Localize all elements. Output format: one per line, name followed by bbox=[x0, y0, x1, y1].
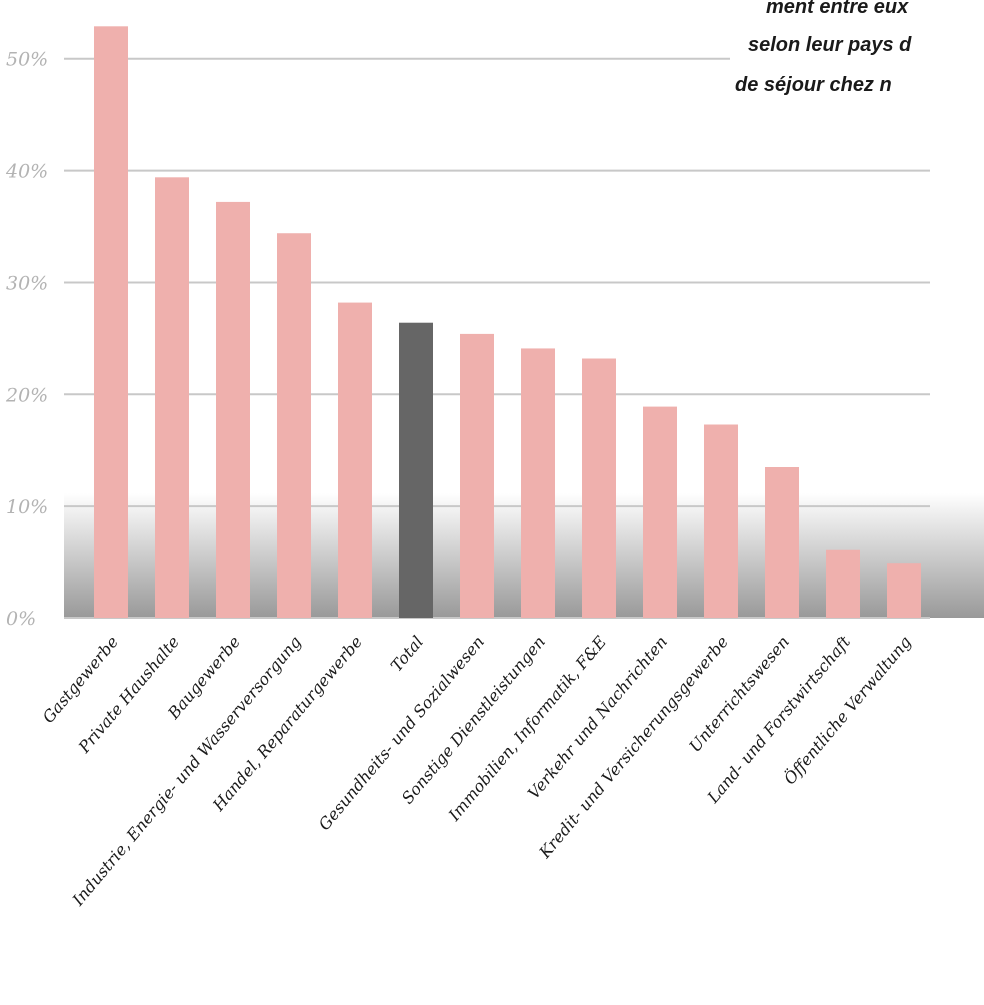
bar bbox=[765, 467, 799, 618]
x-tick-label: Private Haushalte bbox=[74, 632, 183, 757]
annotation-line-1: ment entre eux bbox=[766, 0, 909, 18]
bars bbox=[94, 26, 921, 619]
x-tick-label: Industrie, Energie- und Wasserversorgung bbox=[68, 632, 305, 910]
y-tick-label: 10% bbox=[6, 496, 48, 518]
bar bbox=[704, 424, 738, 618]
bar bbox=[887, 563, 921, 618]
y-tick-label: 40% bbox=[5, 161, 48, 183]
annotation-line-3: de séjour chez n bbox=[735, 74, 892, 96]
bar bbox=[460, 333, 494, 618]
y-axis-ticks: 0% 10% 20% 30% 40% 50% bbox=[5, 49, 48, 630]
bar bbox=[155, 177, 189, 618]
bar bbox=[826, 549, 860, 618]
annotation-line-2: selon leur pays d bbox=[748, 34, 912, 56]
y-tick-label: 50% bbox=[6, 49, 48, 71]
bar bbox=[399, 322, 433, 618]
bar bbox=[216, 201, 250, 618]
x-tick-label: Öffentliche Verwaltung bbox=[779, 632, 915, 789]
y-tick-label: 0% bbox=[6, 608, 36, 630]
y-tick-label: 30% bbox=[6, 272, 48, 294]
bar bbox=[277, 233, 311, 619]
x-tick-label: Total bbox=[387, 632, 427, 675]
bar bbox=[338, 302, 372, 618]
bar bbox=[582, 358, 616, 618]
bar bbox=[643, 406, 677, 618]
bar bbox=[521, 348, 555, 618]
bar bbox=[94, 26, 128, 618]
annotation-text: ment entre eux selon leur pays d de séjo… bbox=[735, 0, 912, 96]
y-tick-label: 20% bbox=[5, 384, 48, 406]
annotation-backdrop bbox=[730, 0, 984, 112]
